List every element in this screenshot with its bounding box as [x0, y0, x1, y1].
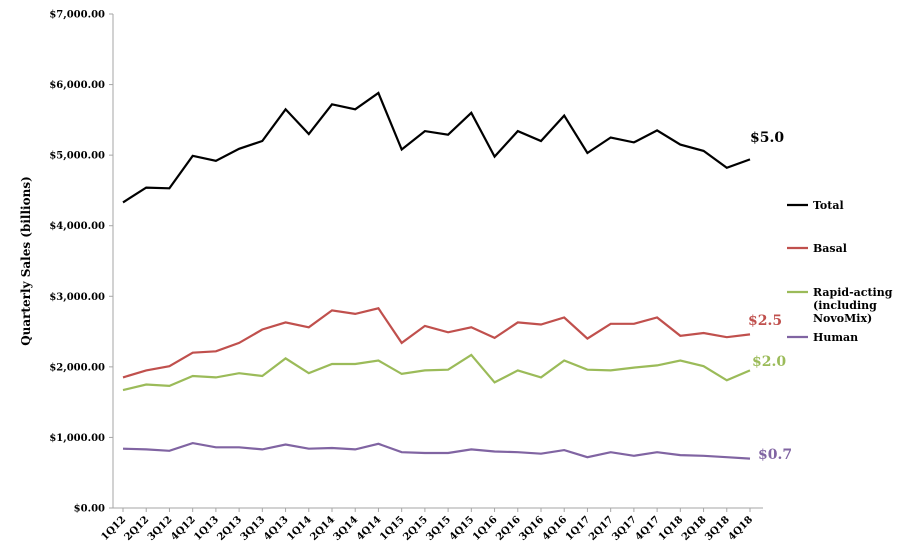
x-tick-label: 3Q18 [703, 514, 732, 543]
x-tick-label: 2Q17 [587, 514, 616, 543]
x-tick-label: 2Q14 [308, 514, 337, 543]
x-tick-label: 3Q15 [425, 514, 454, 543]
legend-label: Total [813, 199, 844, 212]
x-tick-label: 2Q13 [216, 514, 245, 543]
y-axis-label: Quarterly Sales (billions) [19, 176, 33, 346]
x-tick-label: 4Q18 [726, 514, 755, 543]
y-tick-label: $1,000.00 [49, 433, 105, 444]
series-line-1 [122, 307, 751, 379]
x-tick-label: 2Q16 [494, 514, 523, 543]
end-labels: $5.0 $2.5 $2.0 $0.7 [748, 130, 792, 463]
x-tick-label: 4Q15 [448, 514, 477, 543]
series-end-label: $0.7 [758, 447, 792, 463]
legend-label: NovoMix) [813, 312, 872, 325]
x-tick-label: 4Q14 [355, 514, 384, 543]
x-tick-label: 3Q17 [610, 514, 639, 543]
series-line-3 [122, 441, 751, 460]
x-tick-label: 3Q12 [146, 514, 175, 543]
x-tick-label: 1Q13 [192, 514, 221, 543]
x-tick-label: 1Q17 [564, 514, 593, 543]
x-tick-label: 1Q15 [378, 514, 407, 543]
y-tick-label: $2,000.00 [49, 362, 105, 373]
x-tick-label: 2Q15 [401, 514, 430, 543]
series-end-label: $2.0 [752, 354, 786, 370]
legend: Total Basal Rapid-acting(includingNovoMix)… [787, 199, 893, 344]
y-tick-label: $5,000.00 [49, 151, 105, 162]
legend-label: (including [813, 299, 877, 312]
x-tick-label: 1Q16 [471, 514, 500, 543]
x-tick-label: 1Q18 [657, 514, 686, 543]
x-tick-label: 4Q12 [169, 514, 198, 543]
y-tick-label: $7,000.00 [49, 10, 105, 21]
x-tick-label: 1Q12 [99, 514, 128, 543]
y-tick-label: $0.00 [74, 504, 105, 515]
x-tick-label: 2Q18 [680, 514, 709, 543]
series-line-2 [122, 353, 751, 392]
x-tick-label: 1Q14 [285, 514, 314, 543]
series-end-label: $2.5 [748, 313, 782, 329]
y-axis: $0.00 $1,000.00 $2,000.00 $3,000.00 $4,000.0… [49, 10, 114, 515]
x-tick-label: 3Q14 [332, 514, 361, 543]
x-tick-label: 3Q13 [239, 514, 268, 543]
legend-label: Basal [813, 242, 847, 255]
x-axis: 1Q122Q123Q124Q121Q132Q133Q134Q131Q142Q14… [99, 507, 763, 543]
x-tick-label: 4Q16 [541, 514, 570, 543]
x-tick-label: 4Q17 [634, 514, 663, 543]
legend-item: Basal [787, 242, 847, 255]
legend-label: Human [813, 331, 858, 344]
x-tick-label: 4Q13 [262, 514, 291, 543]
series-end-label: $5.0 [750, 130, 784, 146]
legend-item: Total [787, 199, 844, 212]
legend-item: Human [787, 331, 858, 344]
y-tick-label: $3,000.00 [49, 292, 105, 303]
series-lines [122, 91, 751, 460]
y-tick-label: $6,000.00 [49, 80, 105, 91]
y-tick-label: $4,000.00 [49, 221, 105, 232]
legend-label: Rapid-acting [813, 286, 893, 299]
x-tick-label: 2Q12 [123, 514, 152, 543]
series-line-0 [122, 91, 751, 204]
x-tick-label: 3Q16 [517, 514, 546, 543]
